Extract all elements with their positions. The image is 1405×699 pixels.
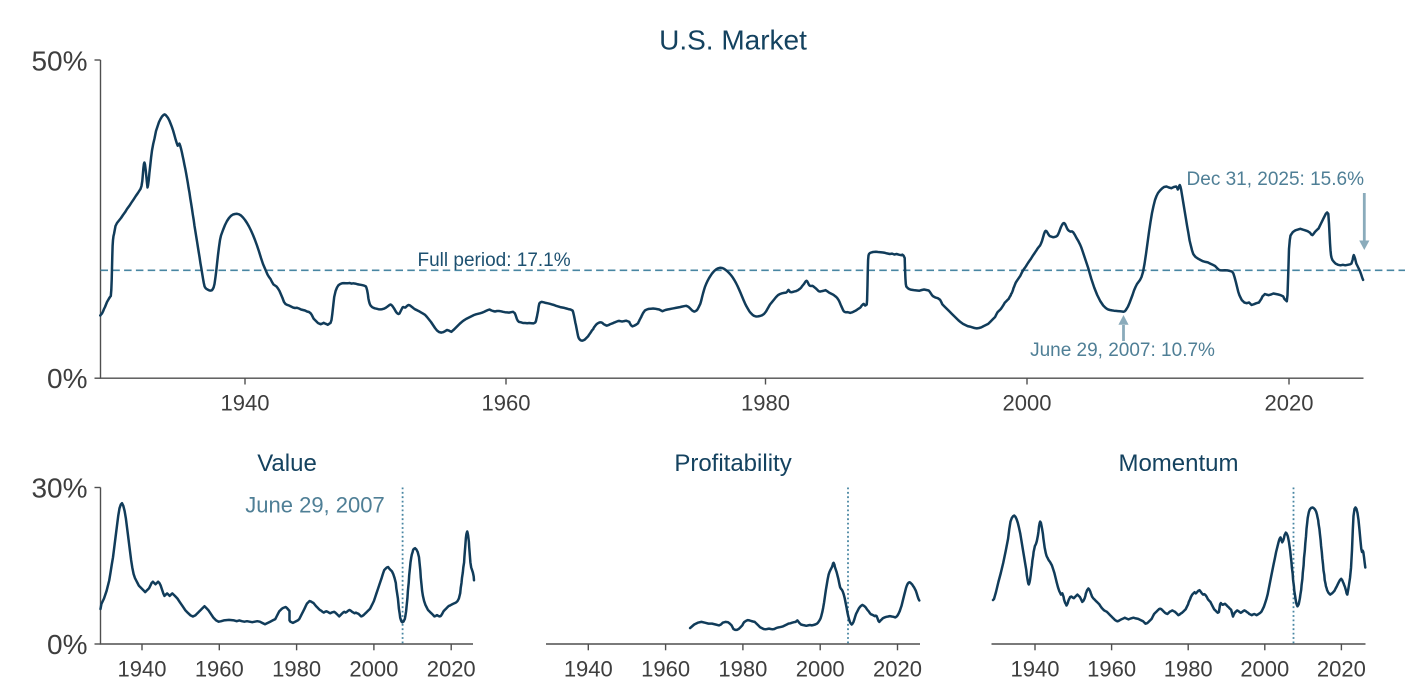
svg-text:2020: 2020 — [873, 657, 922, 682]
svg-text:50%: 50% — [31, 45, 87, 76]
svg-text:June 29, 2007: June 29, 2007 — [245, 493, 384, 518]
svg-text:0%: 0% — [47, 363, 87, 394]
svg-text:1980: 1980 — [741, 391, 790, 416]
svg-text:1940: 1940 — [118, 657, 167, 682]
svg-text:1980: 1980 — [272, 657, 321, 682]
svg-text:2000: 2000 — [349, 657, 398, 682]
svg-text:1960: 1960 — [482, 391, 531, 416]
svg-text:1980: 1980 — [718, 657, 767, 682]
svg-text:Dec 31, 2025: 15.6%: Dec 31, 2025: 15.6% — [1187, 169, 1365, 190]
svg-text:1960: 1960 — [195, 657, 244, 682]
svg-text:June 29, 2007: 10.7%: June 29, 2007: 10.7% — [1030, 340, 1215, 361]
svg-text:1980: 1980 — [1164, 657, 1213, 682]
svg-text:2020: 2020 — [427, 657, 476, 682]
svg-text:0%: 0% — [47, 629, 87, 660]
svg-text:1940: 1940 — [564, 657, 613, 682]
svg-text:2020: 2020 — [1317, 657, 1366, 682]
svg-text:1940: 1940 — [1011, 657, 1060, 682]
svg-text:Profitability: Profitability — [674, 450, 791, 477]
svg-text:1960: 1960 — [1087, 657, 1136, 682]
svg-text:2000: 2000 — [1003, 391, 1052, 416]
svg-text:2000: 2000 — [796, 657, 845, 682]
svg-text:1960: 1960 — [641, 657, 690, 682]
svg-text:2020: 2020 — [1265, 391, 1314, 416]
svg-text:2000: 2000 — [1240, 657, 1289, 682]
svg-text:30%: 30% — [31, 473, 87, 504]
svg-text:Value: Value — [257, 450, 317, 477]
svg-text:U.S. Market: U.S. Market — [659, 25, 807, 56]
svg-text:Full period: 17.1%: Full period: 17.1% — [418, 250, 571, 271]
svg-text:1940: 1940 — [221, 391, 270, 416]
svg-text:Momentum: Momentum — [1118, 450, 1238, 477]
